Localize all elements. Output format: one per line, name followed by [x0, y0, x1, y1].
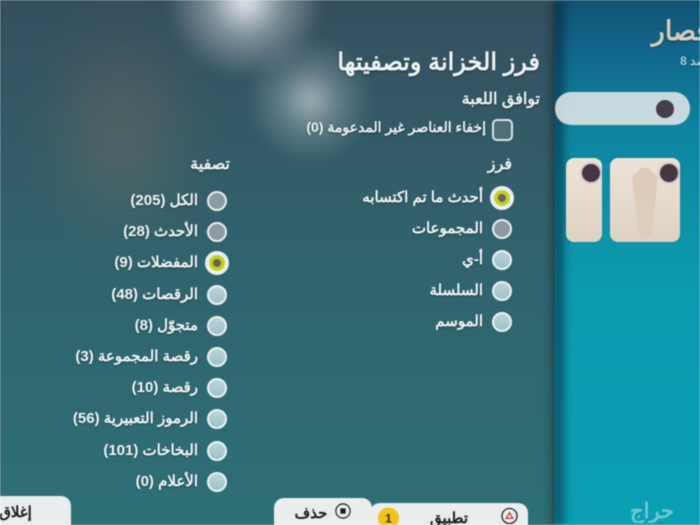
svg-text:حراج: حراج	[630, 500, 674, 523]
